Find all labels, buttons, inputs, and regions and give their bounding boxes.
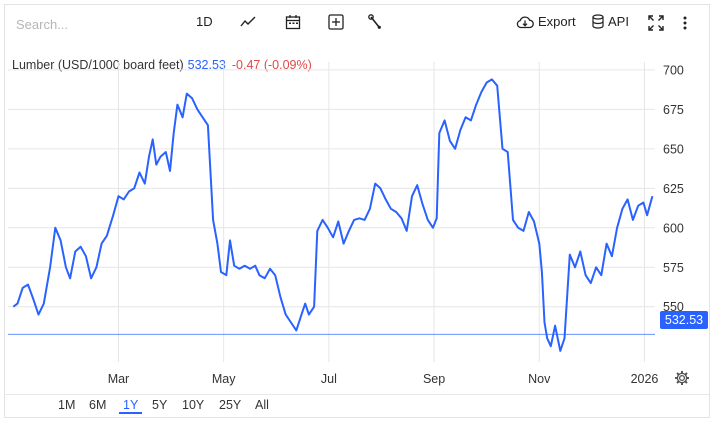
more-vertical-icon	[683, 16, 687, 30]
range-25y-button[interactable]: 25Y	[219, 398, 242, 412]
draw-tools-button[interactable]	[368, 14, 382, 30]
cloud-download-icon	[516, 15, 534, 28]
y-tick-label: 600	[663, 221, 684, 235]
x-tick-label: 2026	[631, 372, 659, 386]
x-tick-label: Mar	[108, 372, 130, 386]
y-tick-label: 650	[663, 142, 684, 156]
legend-info: Lumber (USD/1000 board feet) 532.53 -0.47 …	[12, 58, 312, 72]
range-all-button[interactable]: All	[255, 398, 269, 412]
toolbar: Search... 1D	[0, 0, 720, 44]
database-icon	[592, 14, 604, 29]
range-selector	[4, 394, 710, 418]
y-tick-label: 625	[663, 182, 684, 196]
api-button[interactable]: API	[592, 14, 629, 29]
line-chart-icon	[240, 16, 256, 27]
export-label: Export	[538, 14, 576, 29]
add-indicator-button[interactable]	[328, 14, 344, 30]
y-tick-label: 550	[663, 300, 684, 314]
search-input[interactable]: Search...	[16, 17, 69, 32]
last-price-tag: 532.53	[660, 311, 708, 329]
interval-button[interactable]: 1D	[196, 14, 213, 29]
plus-box-icon	[328, 14, 344, 30]
chart-frame	[4, 4, 710, 418]
range-6m-button[interactable]: 6M	[89, 398, 107, 412]
api-label: API	[608, 14, 629, 29]
calendar-button[interactable]	[285, 14, 301, 30]
chart-type-button[interactable]	[240, 16, 256, 28]
price-change: -0.47 (-0.09%)	[231, 58, 312, 72]
y-tick-label: 575	[663, 261, 684, 275]
range-10y-button[interactable]: 10Y	[182, 398, 205, 412]
current-price: 532.53	[187, 58, 226, 72]
range-1m-button[interactable]: 1M	[58, 398, 76, 412]
x-tick-label: Sep	[423, 372, 445, 386]
gear-icon	[675, 371, 689, 385]
series-line	[12, 78, 654, 352]
fullscreen-icon	[648, 15, 664, 31]
instrument-name: Lumber (USD/1000 board feet)	[12, 58, 184, 72]
calendar-icon	[285, 15, 301, 30]
x-tick-label: Nov	[528, 372, 551, 386]
chart-settings-button[interactable]	[674, 370, 690, 391]
y-tick-label: 700	[663, 63, 684, 77]
more-menu-button[interactable]	[682, 16, 688, 30]
y-tick-label: 675	[663, 103, 684, 117]
interval-label: 1D	[196, 14, 213, 29]
x-tick-label: May	[212, 372, 236, 386]
export-button[interactable]: Export	[516, 14, 576, 29]
range-5y-button[interactable]: 5Y	[152, 398, 168, 412]
x-tick-label: Jul	[321, 372, 337, 386]
fullscreen-button[interactable]	[648, 15, 664, 31]
range-1y-button[interactable]: 1Y	[119, 398, 143, 414]
wrench-icon	[368, 14, 381, 29]
